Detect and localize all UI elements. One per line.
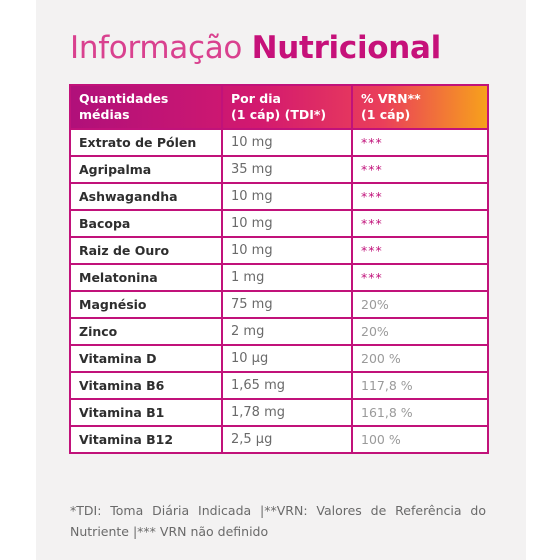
nutrient-vrn: 20% [351, 290, 489, 319]
nutrient-amount: 2 mg [221, 317, 353, 346]
header-vrn-line2: (1 cáp) [361, 107, 411, 122]
table-row: Raiz de Ouro 10 mg *** [69, 236, 489, 265]
table-row: Melatonina 1 mg *** [69, 263, 489, 292]
nutrient-vrn: *** [351, 155, 489, 184]
nutrient-amount: 10 mg [221, 209, 353, 238]
nutrient-vrn: 200 % [351, 344, 489, 373]
nutrient-vrn: *** [351, 209, 489, 238]
nutrient-name: Vitamina B6 [69, 371, 223, 400]
table-row: Magnésio 75 mg 20% [69, 290, 489, 319]
header-per-day: Por dia (1 cáp) (TDI*) [221, 84, 353, 130]
table-row: Vitamina B6 1,65 mg 117,8 % [69, 371, 489, 400]
nutrient-name: Ashwagandha [69, 182, 223, 211]
nutrient-name: Magnésio [69, 290, 223, 319]
nutrient-name: Vitamina B1 [69, 398, 223, 427]
table-header-row: Quantidades médias Por dia (1 cáp) (TDI*) … [69, 84, 489, 130]
table-row: Vitamina B12 2,5 µg 100 % [69, 425, 489, 454]
nutrient-vrn: 117,8 % [351, 371, 489, 400]
nutrient-name: Bacopa [69, 209, 223, 238]
nutrient-name: Vitamina D [69, 344, 223, 373]
nutrient-vrn: *** [351, 128, 489, 157]
title-bold: Nutricional [251, 30, 442, 66]
footnote: *TDI: Toma Diária Indicada |**VRN: Valor… [70, 503, 486, 539]
nutrition-table: Quantidades médias Por dia (1 cáp) (TDI*) … [69, 84, 489, 454]
header-vrn-line1: % VRN** [361, 91, 421, 106]
table-row: Zinco 2 mg 20% [69, 317, 489, 346]
header-quantities-line2: médias [79, 107, 130, 122]
nutrient-name: Agripalma [69, 155, 223, 184]
nutrient-vrn: *** [351, 236, 489, 265]
header-vrn: % VRN** (1 cáp) [351, 84, 489, 130]
nutrient-vrn: 100 % [351, 425, 489, 454]
nutrient-amount: 10 mg [221, 128, 353, 157]
nutrient-amount: 1,65 mg [221, 371, 353, 400]
header-quantities-line1: Quantidades [79, 91, 169, 106]
nutrient-amount: 10 mg [221, 182, 353, 211]
title-light: Informação [70, 30, 243, 66]
nutrient-amount: 2,5 µg [221, 425, 353, 454]
nutrient-amount: 35 mg [221, 155, 353, 184]
nutrient-amount: 75 mg [221, 290, 353, 319]
table-row: Ashwagandha 10 mg *** [69, 182, 489, 211]
nutrient-amount: 10 mg [221, 236, 353, 265]
table-row: Extrato de Pólen 10 mg *** [69, 128, 489, 157]
table-row: Agripalma 35 mg *** [69, 155, 489, 184]
nutrient-name: Zinco [69, 317, 223, 346]
table-row: Vitamina B1 1,78 mg 161,8 % [69, 398, 489, 427]
nutrient-amount: 1 mg [221, 263, 353, 292]
nutrient-vrn: *** [351, 263, 489, 292]
header-per-day-line1: Por dia [231, 91, 281, 106]
nutrient-vrn: *** [351, 182, 489, 211]
nutrient-name: Extrato de Pólen [69, 128, 223, 157]
nutrient-amount: 10 µg [221, 344, 353, 373]
header-quantities: Quantidades médias [69, 84, 223, 130]
page-title: Informação Nutricional [70, 28, 441, 68]
nutrient-name: Vitamina B12 [69, 425, 223, 454]
nutrient-name: Melatonina [69, 263, 223, 292]
table-row: Bacopa 10 mg *** [69, 209, 489, 238]
nutrient-amount: 1,78 mg [221, 398, 353, 427]
nutrient-name: Raiz de Ouro [69, 236, 223, 265]
nutrient-vrn: 20% [351, 317, 489, 346]
header-per-day-line2: (1 cáp) (TDI*) [231, 107, 327, 122]
table-row: Vitamina D 10 µg 200 % [69, 344, 489, 373]
nutrient-vrn: 161,8 % [351, 398, 489, 427]
